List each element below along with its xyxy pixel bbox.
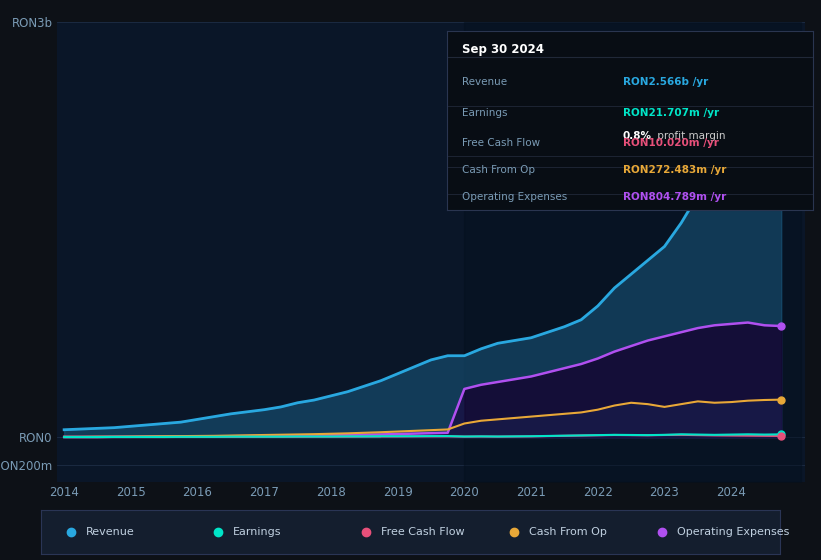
Text: RON272.483m /yr: RON272.483m /yr <box>623 165 727 175</box>
Text: Earnings: Earnings <box>462 108 507 118</box>
Text: RON2.566b /yr: RON2.566b /yr <box>623 77 708 87</box>
Text: Cash From Op: Cash From Op <box>462 165 535 175</box>
Text: Operating Expenses: Operating Expenses <box>462 192 567 202</box>
Text: 0.8%: 0.8% <box>623 131 652 141</box>
Text: Revenue: Revenue <box>85 527 134 537</box>
Text: RON10.020m /yr: RON10.020m /yr <box>623 138 718 148</box>
Text: profit margin: profit margin <box>654 131 726 141</box>
Text: Sep 30 2024: Sep 30 2024 <box>462 43 544 57</box>
Text: RON804.789m /yr: RON804.789m /yr <box>623 192 726 202</box>
Text: Operating Expenses: Operating Expenses <box>677 527 789 537</box>
Text: Free Cash Flow: Free Cash Flow <box>381 527 465 537</box>
Text: Free Cash Flow: Free Cash Flow <box>462 138 540 148</box>
Text: RON21.707m /yr: RON21.707m /yr <box>623 108 719 118</box>
Text: Cash From Op: Cash From Op <box>529 527 607 537</box>
Text: Earnings: Earnings <box>233 527 282 537</box>
Text: Revenue: Revenue <box>462 77 507 87</box>
